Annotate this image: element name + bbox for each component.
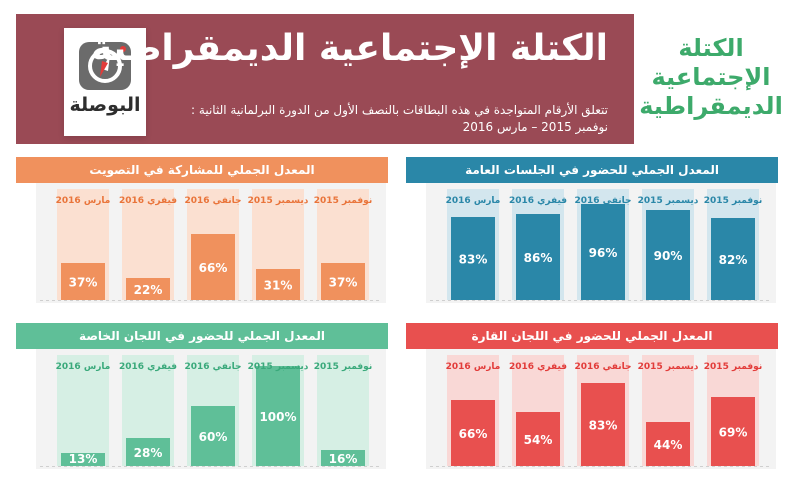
- chart-voting-participation: المعدل الجملي للمشاركة في التصويت نوفمبر…: [16, 157, 388, 303]
- category-label: نوفمبر 2015: [314, 196, 372, 206]
- value-label: 28%: [134, 446, 163, 460]
- category-label: نوفمبر 2015: [314, 362, 372, 372]
- column-stripe: [317, 355, 369, 466]
- bar: [321, 263, 365, 300]
- value-label: 66%: [199, 261, 228, 275]
- category-label: ديسمبر 2015: [638, 362, 699, 372]
- panel-title: المعدل الجملي للحضور في الجلسات العامة: [406, 157, 778, 183]
- chart-svg: نوفمبر 2015 82% ديسمبر 2015 90% جانفي 2016 96…: [430, 189, 772, 301]
- bar: [61, 263, 105, 300]
- category-label: نوفمبر 2015: [704, 196, 762, 206]
- value-label: 44%: [654, 438, 683, 452]
- value-label: 37%: [69, 276, 98, 290]
- chart-svg: نوفمبر 2015 69% ديسمبر 2015 44% جانفي 2016 83…: [430, 355, 772, 467]
- subtitle-line-2: نوفمبر 2015 – مارس 2016: [462, 120, 608, 134]
- category-label: جانفي 2016: [574, 362, 631, 372]
- bar: [256, 269, 300, 300]
- value-label: 16%: [329, 452, 358, 466]
- value-label: 13%: [69, 452, 98, 466]
- bar: [321, 450, 365, 466]
- logo-text: البوصلة: [69, 94, 141, 116]
- value-label: 22%: [134, 283, 163, 297]
- chart-svg: نوفمبر 2015 16% ديسمبر 2015 100% جانفي 2016 6…: [40, 355, 382, 467]
- value-label: 66%: [459, 427, 488, 441]
- chart-svg: نوفمبر 2015 37% ديسمبر 2015 31% جانفي 2016 66…: [40, 189, 382, 301]
- panel-title: المعدل الجملي للحضور في اللجان القارة: [406, 323, 778, 349]
- bar: [126, 278, 170, 300]
- category-label: ديسمبر 2015: [248, 362, 309, 372]
- category-label: فيفري 2016: [509, 196, 567, 206]
- logo[interactable]: البوصلة: [64, 28, 146, 136]
- value-label: 90%: [654, 249, 683, 263]
- category-label: فيفري 2016: [119, 362, 177, 372]
- bar: [646, 210, 690, 300]
- value-label: 60%: [199, 430, 228, 444]
- value-label: 37%: [329, 276, 358, 290]
- value-label: 82%: [719, 253, 748, 267]
- side-title: الكتلة الإجتماعية الديمقراطية: [639, 34, 783, 120]
- bar: [516, 214, 560, 300]
- page-subtitle: تتعلق الأرقام المتواجدة في هذه البطاقات …: [138, 102, 608, 136]
- category-label: ديسمبر 2015: [248, 196, 309, 206]
- bar: [581, 383, 625, 466]
- value-label: 96%: [589, 246, 618, 260]
- chart-plenary-attendance: المعدل الجملي للحضور في الجلسات العامة ن…: [406, 157, 778, 303]
- category-label: فيفري 2016: [119, 196, 177, 206]
- bar: [516, 412, 560, 466]
- bar: [646, 422, 690, 466]
- category-label: مارس 2016: [56, 196, 111, 206]
- value-label: 54%: [524, 433, 553, 447]
- bar: [451, 217, 495, 300]
- bar: [256, 366, 300, 466]
- category-label: جانفي 2016: [184, 196, 241, 206]
- chart-standing-committees: المعدل الجملي للحضور في اللجان القارة نو…: [406, 323, 778, 469]
- category-label: فيفري 2016: [509, 362, 567, 372]
- compass-icon: [79, 42, 131, 90]
- value-label: 100%: [259, 410, 296, 424]
- category-label: جانفي 2016: [574, 196, 631, 206]
- value-label: 69%: [719, 426, 748, 440]
- category-label: مارس 2016: [56, 362, 111, 372]
- category-label: مارس 2016: [446, 196, 501, 206]
- page-title: الكتلة الإجتماعية الديمقراطية: [90, 28, 608, 69]
- value-label: 83%: [589, 419, 618, 433]
- bar: [191, 406, 235, 466]
- chart-special-committees: المعدل الجملي للحضور في اللجان الخاصة نو…: [16, 323, 388, 469]
- value-label: 86%: [524, 251, 553, 265]
- category-label: ديسمبر 2015: [638, 196, 699, 206]
- bar: [191, 234, 235, 300]
- category-label: مارس 2016: [446, 362, 501, 372]
- value-label: 83%: [459, 253, 488, 267]
- panel-title: المعدل الجملي للحضور في اللجان الخاصة: [16, 323, 388, 349]
- bar: [61, 453, 105, 466]
- bar: [711, 397, 755, 466]
- bar: [581, 204, 625, 300]
- panel-title: المعدل الجملي للمشاركة في التصويت: [16, 157, 388, 183]
- column-stripe: [57, 355, 109, 466]
- subtitle-line-1: تتعلق الأرقام المتواجدة في هذه البطاقات …: [191, 103, 608, 117]
- category-label: نوفمبر 2015: [704, 362, 762, 372]
- bar: [711, 218, 755, 300]
- header-banner: البوصلة الكتلة الإجتماعية الديمقراطية تت…: [16, 14, 634, 144]
- bar: [451, 400, 495, 466]
- bar: [126, 438, 170, 466]
- category-label: جانفي 2016: [184, 362, 241, 372]
- value-label: 31%: [264, 279, 293, 293]
